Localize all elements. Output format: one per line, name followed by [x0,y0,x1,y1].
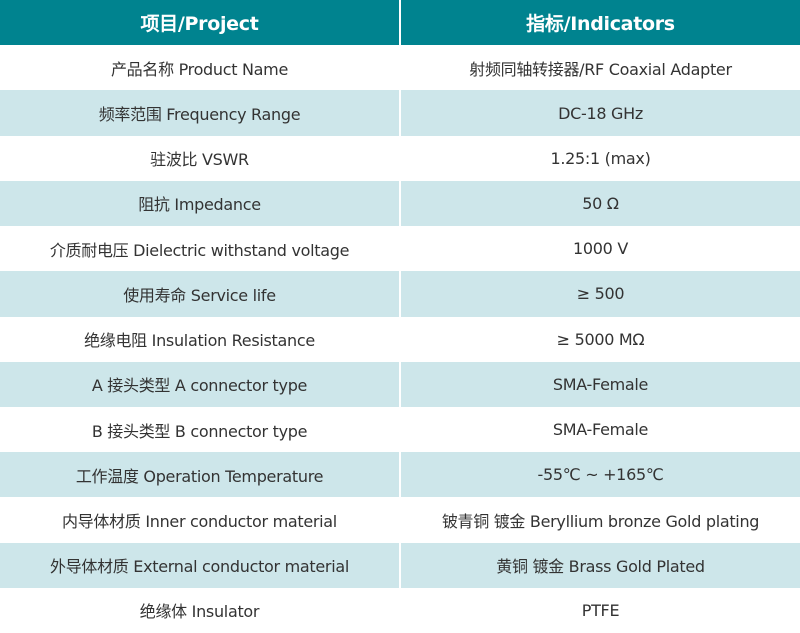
table-row: 绝缘体 Insulator PTFE [0,587,800,633]
table-header: 项目/Project 指标/Indicators [0,0,800,46]
indicator-cell: PTFE [401,587,800,633]
indicator-cell: -55℃ ~ +165℃ [401,452,800,498]
indicator-cell: SMA-Female [401,406,800,453]
indicator-cell: ≥ 500 [401,271,800,317]
table-row: 使用寿命 Service life ≥ 500 [0,271,800,317]
header-indicators: 指标/Indicators [401,0,800,46]
project-cell: B 接头类型 B connector type [0,406,399,453]
table-row: 绝缘电阻 Insulation Resistance ≥ 5000 MΩ [0,316,800,362]
project-cell: A 接头类型 A connector type [0,361,399,407]
indicator-cell: ≥ 5000 MΩ [401,316,800,362]
indicator-cell: 50 Ω [401,180,800,227]
table-row: 外导体材质 External conductor material 黄铜 镀金 B… [0,542,800,588]
project-cell: 内导体材质 Inner conductor material [0,497,399,543]
project-cell: 介质耐电压 Dielectric withstand voltage [0,226,399,272]
indicator-cell: 黄铜 镀金 Brass Gold Plated [401,542,800,588]
project-cell: 驻波比 VSWR [0,135,399,181]
indicator-cell: DC-18 GHz [401,90,800,136]
table-row: 介质耐电压 Dielectric withstand voltage 1000 V [0,226,800,272]
project-cell: 绝缘体 Insulator [0,587,399,633]
table-row: A 接头类型 A connector type SMA-Female [0,361,800,407]
table-row: 内导体材质 Inner conductor material 铍青铜 镀金 Ber… [0,497,800,543]
project-cell: 阻抗 Impedance [0,180,399,227]
indicator-cell: 射频同轴转接器/RF Coaxial Adapter [401,45,800,91]
table-row: 频率范围 Frequency Range DC-18 GHz [0,90,800,136]
indicator-cell: 1000 V [401,226,800,272]
table-row: 阻抗 Impedance 50 Ω [0,180,800,227]
project-cell: 频率范围 Frequency Range [0,90,399,136]
project-cell: 产品名称 Product Name [0,45,399,91]
indicator-cell: 铍青铜 镀金 Beryllium bronze Gold plating [401,497,800,543]
project-cell: 绝缘电阻 Insulation Resistance [0,316,399,362]
table-row: 产品名称 Product Name 射频同轴转接器/RF Coaxial Adap… [0,45,800,91]
project-cell: 工作温度 Operation Temperature [0,452,399,498]
project-cell: 外导体材质 External conductor material [0,542,399,588]
table-row: 驻波比 VSWR 1.25:1 (max) [0,135,800,181]
project-cell: 使用寿命 Service life [0,271,399,317]
table-row: 工作温度 Operation Temperature -55℃ ~ +165℃ [0,452,800,498]
indicator-cell: 1.25:1 (max) [401,135,800,181]
header-project: 项目/Project [0,0,399,46]
indicator-cell: SMA-Female [401,361,800,407]
table-row: B 接头类型 B connector type SMA-Female [0,406,800,453]
